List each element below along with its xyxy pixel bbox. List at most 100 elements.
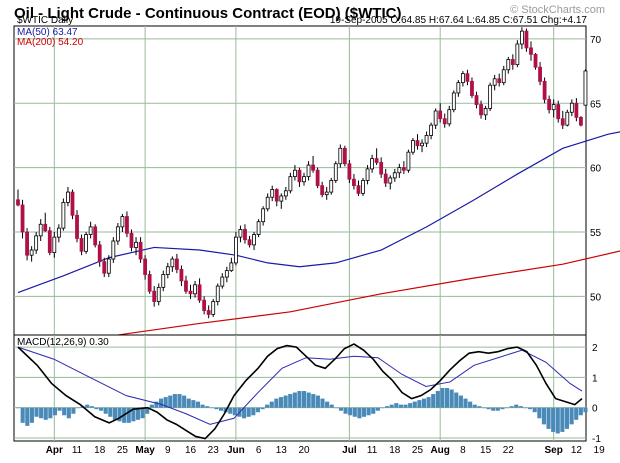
- macd-path: [17, 343, 583, 440]
- histogram-bar: [214, 407, 219, 410]
- histogram-bar: [334, 407, 339, 409]
- histogram-bar: [246, 407, 251, 417]
- histogram-bar: [255, 407, 260, 413]
- candle-body: [347, 163, 352, 180]
- histogram-bar: [232, 407, 237, 416]
- histogram-bar: [29, 407, 34, 423]
- candle-body: [20, 204, 25, 233]
- macd-legend: MACD(12,26,9) 0.30: [17, 337, 109, 348]
- histogram-bar: [265, 404, 270, 408]
- candle-body: [342, 147, 347, 165]
- histogram-bar: [112, 407, 117, 420]
- histogram-bar: [394, 403, 399, 408]
- x-tick-label: 13: [276, 445, 288, 456]
- candle-body: [229, 262, 234, 272]
- histogram-bar: [398, 404, 403, 408]
- candle-body: [524, 30, 529, 49]
- histogram-bar: [154, 401, 159, 408]
- candle-body: [152, 290, 157, 302]
- x-tick-label: 8: [460, 445, 466, 456]
- histogram-bar: [463, 398, 468, 408]
- candle-body: [111, 240, 116, 260]
- histogram-bar: [85, 404, 90, 408]
- histogram-bar: [569, 407, 574, 425]
- histogram-bar: [348, 407, 353, 416]
- candle-body: [497, 78, 502, 84]
- histogram-bar: [578, 407, 583, 416]
- histogram-bar: [574, 407, 579, 420]
- candle-body: [97, 244, 102, 263]
- histogram-bar: [195, 401, 201, 408]
- x-tick-label: 11: [72, 445, 83, 456]
- candle-body: [256, 221, 261, 235]
- candle-body: [43, 223, 48, 232]
- candle-body: [542, 80, 547, 100]
- candle-body: [383, 173, 388, 184]
- histogram-bar: [168, 395, 173, 408]
- histogram-bar: [34, 407, 39, 417]
- candle-body: [492, 78, 497, 86]
- histogram-bar: [366, 407, 371, 416]
- histogram-bar: [389, 404, 394, 408]
- histogram-bar: [421, 398, 427, 408]
- price-y-tick-label: 70: [590, 35, 602, 46]
- histogram-bar: [371, 407, 376, 414]
- histogram-bar: [403, 404, 408, 408]
- histogram-bar: [583, 407, 588, 413]
- histogram-bar: [228, 407, 233, 414]
- candle-body: [569, 102, 574, 113]
- candle-body: [125, 216, 129, 234]
- candle-body: [79, 238, 84, 252]
- candle-body: [252, 234, 256, 246]
- x-tick-label: Aug: [430, 445, 449, 456]
- x-tick-label: Apr: [46, 445, 63, 456]
- candle-body: [156, 286, 161, 302]
- candle-body: [34, 235, 39, 251]
- histogram-bar: [43, 407, 48, 420]
- histogram-bar: [62, 407, 67, 416]
- macd-y-ticks: -1 0 1 2: [592, 343, 601, 445]
- histogram-bar: [269, 401, 274, 408]
- histogram-bar: [163, 397, 168, 408]
- histogram-bar: [458, 395, 463, 408]
- histogram-bar: [551, 407, 556, 432]
- candle-body: [556, 104, 561, 120]
- candle-body: [397, 167, 402, 174]
- candle-body: [315, 169, 320, 187]
- histogram-bar: [218, 407, 224, 411]
- candle-body: [533, 53, 538, 68]
- candle-body: [211, 301, 216, 315]
- candle-body: [297, 169, 302, 183]
- histogram-bar: [477, 406, 482, 408]
- candle-body: [324, 191, 329, 196]
- price-y-tick-label: 50: [590, 292, 602, 303]
- candle-body: [356, 185, 361, 194]
- candle-body: [520, 30, 524, 45]
- candle-body: [93, 226, 98, 246]
- histogram-bar: [200, 404, 205, 408]
- histogram-bar: [454, 392, 459, 408]
- macd-line: [17, 343, 583, 440]
- candle-body: [247, 239, 252, 246]
- histogram-bar: [75, 407, 81, 409]
- candle-body: [583, 70, 588, 106]
- histogram-bar: [532, 407, 537, 413]
- candle-body: [66, 191, 70, 203]
- macd-y-tick-label: 0: [592, 404, 598, 415]
- x-tick-label: 20: [298, 445, 310, 456]
- histogram-bar: [431, 394, 436, 408]
- x-tick-label: 16: [185, 445, 197, 456]
- price-y-tick-label: 65: [590, 99, 602, 110]
- histogram-bar: [426, 397, 431, 408]
- histogram-bar: [108, 407, 113, 417]
- candle-body: [433, 110, 438, 126]
- histogram-bar: [131, 407, 136, 422]
- histogram-bar: [472, 404, 477, 408]
- histogram-bar: [320, 398, 325, 408]
- candle-body: [311, 164, 315, 171]
- candle-body: [424, 135, 429, 144]
- histogram-bar: [302, 391, 307, 408]
- candle-body: [106, 258, 111, 274]
- signal-line: [17, 346, 583, 425]
- histogram-bar: [306, 392, 311, 408]
